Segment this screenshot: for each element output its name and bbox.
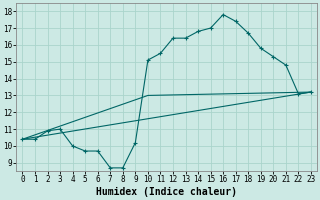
X-axis label: Humidex (Indice chaleur): Humidex (Indice chaleur) — [96, 187, 237, 197]
